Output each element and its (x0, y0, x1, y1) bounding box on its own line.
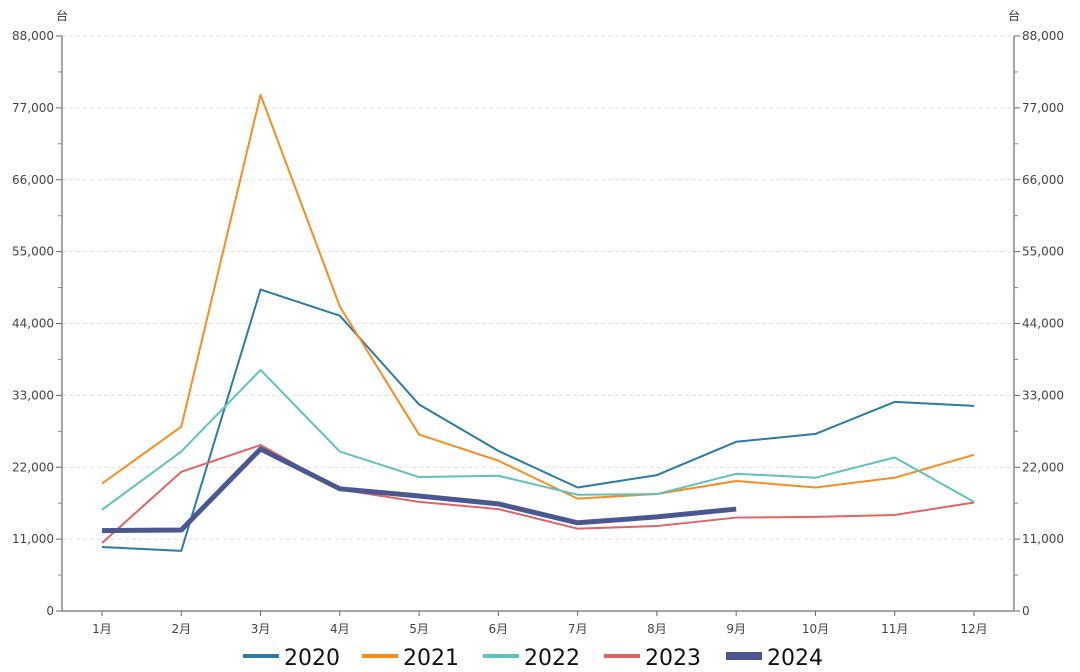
y-tick-label-left: 22,000 (12, 460, 54, 474)
y-tick-label-right: 11,000 (1022, 532, 1064, 546)
x-tick-label: 1月 (92, 622, 112, 636)
x-tick-label: 12月 (960, 622, 987, 636)
legend-label: 2023 (645, 646, 701, 667)
y-tick-label-right: 77,000 (1022, 101, 1064, 115)
series-line-2022[interactable] (101, 368, 975, 511)
x-tick-label: 4月 (330, 622, 350, 636)
series-line-2021[interactable] (101, 93, 975, 500)
legend-item-2024[interactable]: 2024 (726, 646, 823, 671)
legend-label: 2024 (767, 646, 823, 667)
legend-swatch (604, 654, 640, 658)
series-line-2023[interactable] (101, 444, 975, 544)
x-tick-label: 10月 (802, 622, 829, 636)
legend-label: 2021 (403, 646, 459, 667)
y-tick-label-left: 66,000 (12, 173, 54, 187)
x-tick-label: 2月 (171, 622, 191, 636)
y-tick-label-left: 11,000 (12, 532, 54, 546)
x-tick-label: 8月 (647, 622, 667, 636)
y-tick-label-right: 66,000 (1022, 173, 1064, 187)
series-lines (101, 93, 975, 552)
legend-swatch (726, 652, 762, 660)
y-tick-label-right: 88,000 (1022, 29, 1064, 43)
y-tick-label-right: 55,000 (1022, 245, 1064, 259)
legend-item-2021[interactable]: 2021 (362, 646, 459, 671)
y-tick-label-left: 77,000 (12, 101, 54, 115)
y-tick-label-right: 22,000 (1022, 460, 1064, 474)
legend-swatch (483, 654, 519, 658)
x-tick-label: 11月 (881, 622, 908, 636)
y-tick-label-left: 33,000 (12, 388, 54, 402)
series-line-2024[interactable] (101, 446, 737, 534)
y-tick-label-left: 88,000 (12, 29, 54, 43)
y-tick-label-right: 0 (1022, 604, 1030, 618)
legend-item-2020[interactable]: 2020 (243, 646, 340, 671)
legend-label: 2022 (524, 646, 580, 667)
legend-swatch (243, 654, 279, 658)
y-tick-label-right: 44,000 (1022, 317, 1064, 331)
x-tick-label: 5月 (409, 622, 429, 636)
legend-item-2022[interactable]: 2022 (483, 646, 580, 671)
legend-item-2023[interactable]: 2023 (604, 646, 701, 671)
x-tick-label: 6月 (489, 622, 509, 636)
y-tick-label-left: 0 (46, 604, 54, 618)
y-tick-label-right: 33,000 (1022, 388, 1064, 402)
x-tick-label: 7月 (568, 622, 588, 636)
y-tick-label-left: 55,000 (12, 245, 54, 259)
legend-label: 2020 (284, 646, 340, 667)
legend[interactable]: 2020 2021 2022 2023 2024 (243, 646, 823, 671)
y-tick-label-left: 44,000 (12, 317, 54, 331)
series-line-2020[interactable] (101, 288, 975, 552)
y-axis-left-unit: 台 (56, 8, 68, 23)
legend-swatch (362, 654, 398, 658)
x-tick-label: 9月 (726, 622, 746, 636)
x-tick-label: 3月 (251, 622, 271, 636)
y-axis-right-unit: 台 (1008, 8, 1020, 23)
axes: 0 0 11,000 11,000 22,000 22,000 33,000 33,000 44… (12, 29, 1064, 636)
